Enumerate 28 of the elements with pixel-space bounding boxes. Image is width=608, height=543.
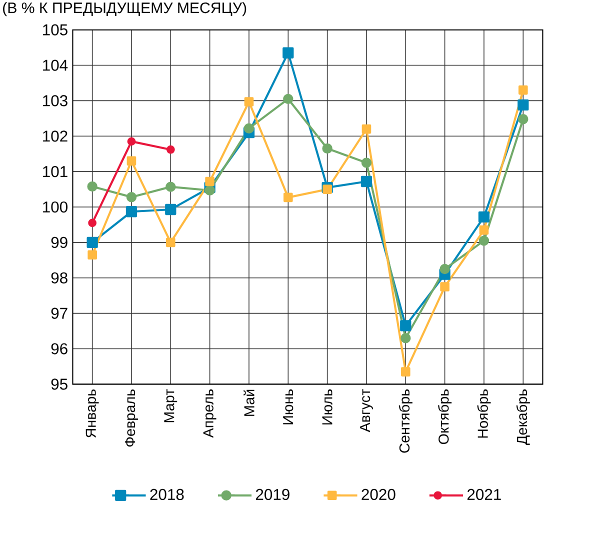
x-tick-label: Ноябрь [477, 390, 491, 438]
chart-title: (В % К ПРЕДЫДУЩЕМУ МЕСЯЦУ) [3, 2, 246, 16]
x-tick-label: Сентябрь [398, 390, 412, 453]
y-tick-label: 101 [43, 166, 68, 178]
legend-label: 2018 [150, 489, 184, 500]
y-tick-label: 103 [43, 95, 68, 106]
x-tick-label: Октябрь [438, 390, 452, 444]
y-tick-label: 95 [51, 378, 68, 390]
y-tick-label: 104 [43, 60, 68, 71]
x-tick-label: Апрель [203, 390, 216, 438]
legend-label: 2020 [362, 489, 396, 500]
x-tick-label: Январь [86, 390, 99, 438]
x-tick-label: Август [360, 389, 373, 432]
x-tick-label: Июнь [283, 390, 294, 424]
y-tick-label: 98 [51, 272, 68, 284]
y-tick-label: 97 [51, 308, 68, 320]
x-tick-label: Февраль [124, 390, 138, 447]
y-tick-label: 99 [51, 237, 68, 248]
x-tick-label: Июль [322, 390, 332, 425]
y-tick-label: 100 [43, 202, 68, 213]
x-tick-label: Март [164, 389, 178, 422]
legend-label: 2021 [467, 489, 501, 500]
x-tick-label: Декабрь [516, 390, 530, 446]
legend-label: 2019 [256, 489, 290, 500]
y-tick-label: 102 [43, 130, 68, 142]
x-tick-label: Май [244, 390, 254, 416]
y-tick-label: 105 [43, 24, 68, 36]
y-tick-label: 96 [51, 343, 68, 354]
